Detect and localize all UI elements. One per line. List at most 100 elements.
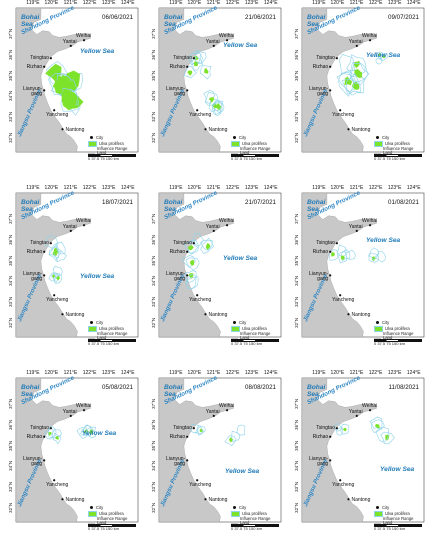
influence-range-outline: [211, 101, 223, 117]
latitude-label: 34°N: [151, 276, 156, 287]
legend-city-label: City: [96, 135, 104, 140]
land-legend-swatch: [88, 521, 95, 526]
city-label: Yancheng: [189, 482, 212, 489]
influence-range-outline: [200, 239, 213, 251]
longitude-label: 124°E: [120, 0, 135, 6]
city-label: Lianyun-gang: [23, 456, 43, 468]
scale-bar-line: [88, 154, 136, 158]
ulva-prolifera-patch: [193, 61, 199, 67]
map-svg: [15, 377, 139, 523]
longitude-label: 119°E: [312, 0, 326, 6]
influence-range-outline: [184, 239, 199, 254]
latitude-label: 32°N: [8, 133, 13, 143]
yellow-sea-label: Yellow Sea: [80, 48, 115, 55]
map-svg: [301, 7, 425, 153]
influence-range-outline: [338, 54, 355, 75]
city-label: Nantong: [65, 497, 85, 504]
ulva-legend-swatch: [88, 140, 97, 147]
longitude-label: 124°E: [406, 370, 421, 376]
longitude-label: 119°E: [26, 0, 40, 6]
city-marker: [43, 459, 46, 462]
legend-city-label: City: [239, 320, 247, 325]
city-marker: [43, 435, 46, 438]
city-label: Lianyun-gang: [166, 86, 186, 98]
city-label: Rizhao: [312, 63, 329, 70]
longitude-label: 122°E: [225, 185, 240, 191]
latitude-label: 37°N: [294, 28, 299, 39]
city-legend-icon: [233, 321, 236, 325]
city-label: Nantong: [208, 127, 228, 134]
influence-range-outline: [53, 250, 67, 263]
legend-influence-label: Influence Range: [97, 145, 128, 151]
scale-bar: 0 37.5 75 150 km: [231, 341, 262, 346]
legend-influence-label: Influence Range: [97, 515, 128, 521]
city-label: Yancheng: [332, 112, 355, 119]
map-svg: [158, 377, 282, 523]
influence-range-outline: [194, 50, 207, 64]
city-label: Rizhao: [312, 248, 329, 255]
longitude-label: 121°E: [206, 0, 221, 6]
influence-range-outline: [380, 431, 395, 445]
latitude-label: 32°N: [151, 503, 156, 513]
longitude-label: 122°E: [225, 0, 240, 6]
latitude-label: 33°N: [8, 112, 13, 122]
city-label: Tsingtao: [30, 240, 49, 247]
legend-land-label: Land: [97, 150, 107, 156]
influence-range-outline: [350, 61, 370, 82]
scale-bar: 0 37.5 75 150 km: [231, 526, 262, 531]
influence-range-outline: [51, 272, 61, 283]
latitude-label: 32°N: [294, 133, 299, 143]
longitude-label: 120°E: [187, 0, 202, 6]
influence-range-outline: [349, 63, 369, 85]
ulva-prolifera-patch: [208, 97, 215, 103]
city-label: Tsingtao: [316, 240, 335, 247]
longitude-label: 122°E: [368, 185, 383, 191]
scale-bar-line: [231, 524, 279, 528]
panel-date: 21/07/2021: [245, 199, 276, 206]
land-legend-swatch: [374, 151, 381, 156]
city-label: Tsingtao: [316, 55, 335, 62]
ulva-prolifera-patch: [331, 252, 335, 257]
city-marker: [186, 65, 189, 68]
latitude-label: 36°N: [151, 234, 156, 245]
city-label: Lianyun-gang: [309, 271, 329, 283]
legend-land-label: Land: [383, 520, 393, 526]
legend-ulva-label: Ulva prolifera: [99, 325, 124, 331]
city-marker: [329, 274, 332, 277]
city-marker: [43, 250, 46, 253]
map-legend: City Ulva prolifera Influence Range Land: [231, 135, 271, 156]
ulva-prolifera-patch: [52, 273, 56, 279]
city-marker: [53, 479, 56, 482]
city-label: Rizhao: [26, 248, 43, 255]
legend-influence-label: Influence Range: [240, 330, 271, 336]
city-legend-icon: [233, 506, 236, 510]
scale-bar: 0 37.5 75 150 km: [374, 156, 405, 161]
map-svg: [301, 377, 425, 523]
latitude-label: 36°N: [151, 49, 156, 60]
city-marker: [69, 229, 72, 232]
city-marker: [186, 274, 189, 277]
influence-range-outline: [44, 234, 59, 249]
legend-influence-label: Influence Range: [97, 330, 128, 336]
city-marker: [82, 409, 86, 412]
city-label: Lianyun-gang: [166, 271, 186, 283]
city-marker: [61, 128, 64, 131]
latitude-label: 36°N: [8, 234, 13, 245]
city-marker: [61, 313, 64, 316]
longitude-label: 120°E: [44, 185, 59, 191]
yellow-sea-label: Yellow Sea: [225, 468, 260, 475]
city-marker: [355, 229, 358, 232]
ulva-legend-swatch: [374, 140, 383, 147]
influence-range-outline: [328, 248, 338, 261]
influence-range-outline: [337, 244, 347, 258]
influence-range-outline: [181, 254, 196, 268]
city-marker: [355, 414, 358, 417]
longitude-label: 120°E: [44, 370, 59, 376]
influence-range-outline: [183, 65, 197, 79]
city-marker: [339, 294, 342, 297]
longitude-label: 121°E: [349, 370, 364, 376]
land-legend-swatch: [231, 336, 238, 341]
latitude-label: 35°N: [294, 440, 299, 451]
longitude-label: 122°E: [368, 0, 383, 6]
influence-range-outline: [333, 423, 343, 432]
